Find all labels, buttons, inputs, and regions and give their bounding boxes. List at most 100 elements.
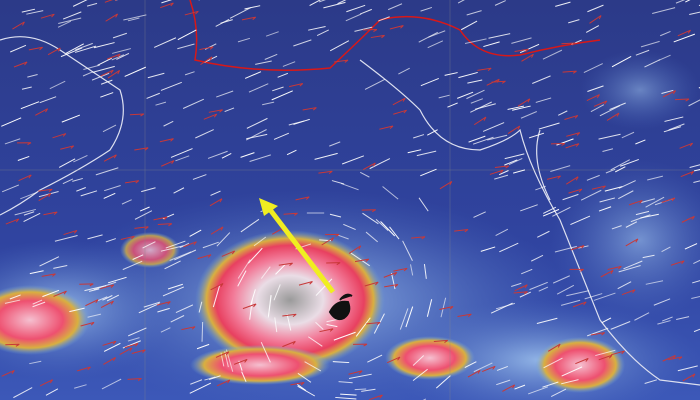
wind-streak: [83, 64, 100, 71]
wind-streak: [23, 212, 41, 223]
wind-arrow: [282, 340, 296, 348]
wind-streak: [350, 252, 370, 267]
wind-arrow: [159, 138, 174, 143]
wind-streak: [262, 101, 275, 106]
wind-arrow: [662, 90, 677, 98]
cloud-cell: [120, 232, 180, 268]
wind-arrow: [593, 100, 608, 107]
wind-arrow: [100, 300, 114, 308]
wind-streak: [520, 204, 538, 212]
wind-arrow: [334, 59, 349, 63]
wind-arrow: [161, 160, 175, 167]
wind-streak: [642, 254, 655, 259]
wind-streak: [420, 77, 439, 87]
wind-streak: [177, 29, 197, 41]
wind-streak: [161, 0, 173, 4]
wind-arrow: [457, 313, 472, 317]
wind-arrow: [481, 365, 496, 373]
wind-streak: [248, 83, 269, 93]
wind-streak: [369, 158, 391, 170]
wind-streak: [61, 114, 81, 123]
wind-streak: [644, 379, 658, 384]
wind-streak: [659, 31, 671, 37]
wind-arrow: [590, 332, 606, 336]
wind-streak: [466, 10, 482, 16]
wind-streak: [407, 149, 422, 154]
wind-streak: [399, 308, 409, 330]
wind-streak: [634, 312, 650, 321]
wind-streak: [54, 234, 78, 242]
wind-streak: [62, 178, 74, 185]
wind-streak: [128, 327, 147, 337]
wind-arrow: [433, 339, 449, 343]
wind-streak: [53, 265, 68, 269]
wind-streak: [244, 5, 261, 10]
wind-streak: [535, 97, 552, 103]
wind-streak: [641, 198, 655, 203]
wind-streak: [604, 186, 623, 192]
wind-streak: [318, 0, 326, 3]
wind-streak: [216, 232, 231, 247]
wind-streak: [315, 278, 333, 296]
wind-streak: [132, 254, 144, 260]
wind-streak: [440, 297, 447, 318]
wind-arrow: [386, 356, 401, 364]
wind-arrow: [502, 384, 516, 392]
wind-streak: [602, 148, 614, 153]
wind-streak: [691, 295, 700, 299]
wind-arrow: [134, 226, 149, 230]
wind-arrow: [102, 340, 117, 346]
wind-streak: [675, 0, 686, 4]
wind-arrow: [210, 283, 224, 291]
wind-streak: [297, 385, 316, 397]
wind-streak: [74, 384, 87, 389]
wind-streak: [550, 165, 571, 173]
wind-streak: [146, 92, 160, 99]
wind-streak: [609, 102, 626, 111]
wind-streak: [1, 184, 20, 193]
wind-streak: [470, 98, 484, 104]
wind-arrow: [76, 366, 91, 372]
wind-streak: [182, 98, 205, 109]
wind-streak: [264, 53, 278, 60]
wind-arrow: [153, 216, 168, 221]
cyclone-cloud-mass: [195, 230, 385, 370]
wind-streak: [277, 72, 289, 78]
wind-streak: [346, 4, 366, 13]
wind-arrow: [439, 181, 453, 190]
wind-streak: [412, 368, 428, 382]
wind-streak: [513, 169, 526, 174]
wind-arrow: [561, 42, 576, 46]
wind-streak: [511, 282, 522, 287]
wind-streak: [250, 289, 256, 306]
wind-streak: [326, 324, 338, 328]
wind-streak: [124, 66, 147, 77]
wind-arrow: [290, 381, 305, 386]
wind-arrow: [5, 343, 20, 347]
wind-streak: [331, 180, 345, 185]
wind-streak: [210, 190, 221, 196]
wind-streak: [333, 331, 356, 341]
wind-streak: [39, 96, 57, 104]
wind-streak: [538, 122, 560, 130]
wind-streak: [97, 57, 112, 66]
wind-streak: [157, 307, 170, 313]
wind-streak: [644, 59, 661, 68]
wind-streak: [355, 317, 371, 337]
wind-streak: [460, 20, 478, 31]
wind-arrow: [607, 265, 622, 271]
wind-arrow: [546, 175, 562, 180]
wind-streak: [343, 223, 356, 231]
wind-arrow: [181, 326, 196, 331]
wind-streak: [106, 294, 120, 302]
wind-streak: [423, 264, 427, 279]
wind-streak: [610, 321, 631, 330]
wind-streak: [676, 316, 690, 320]
wind-streak: [337, 234, 349, 240]
wind-streak: [538, 286, 549, 292]
wind-streak: [134, 210, 153, 220]
wind-streak: [365, 231, 378, 243]
wind-streak: [359, 8, 372, 15]
wind-streak: [42, 289, 60, 298]
wind-streak: [635, 210, 650, 216]
